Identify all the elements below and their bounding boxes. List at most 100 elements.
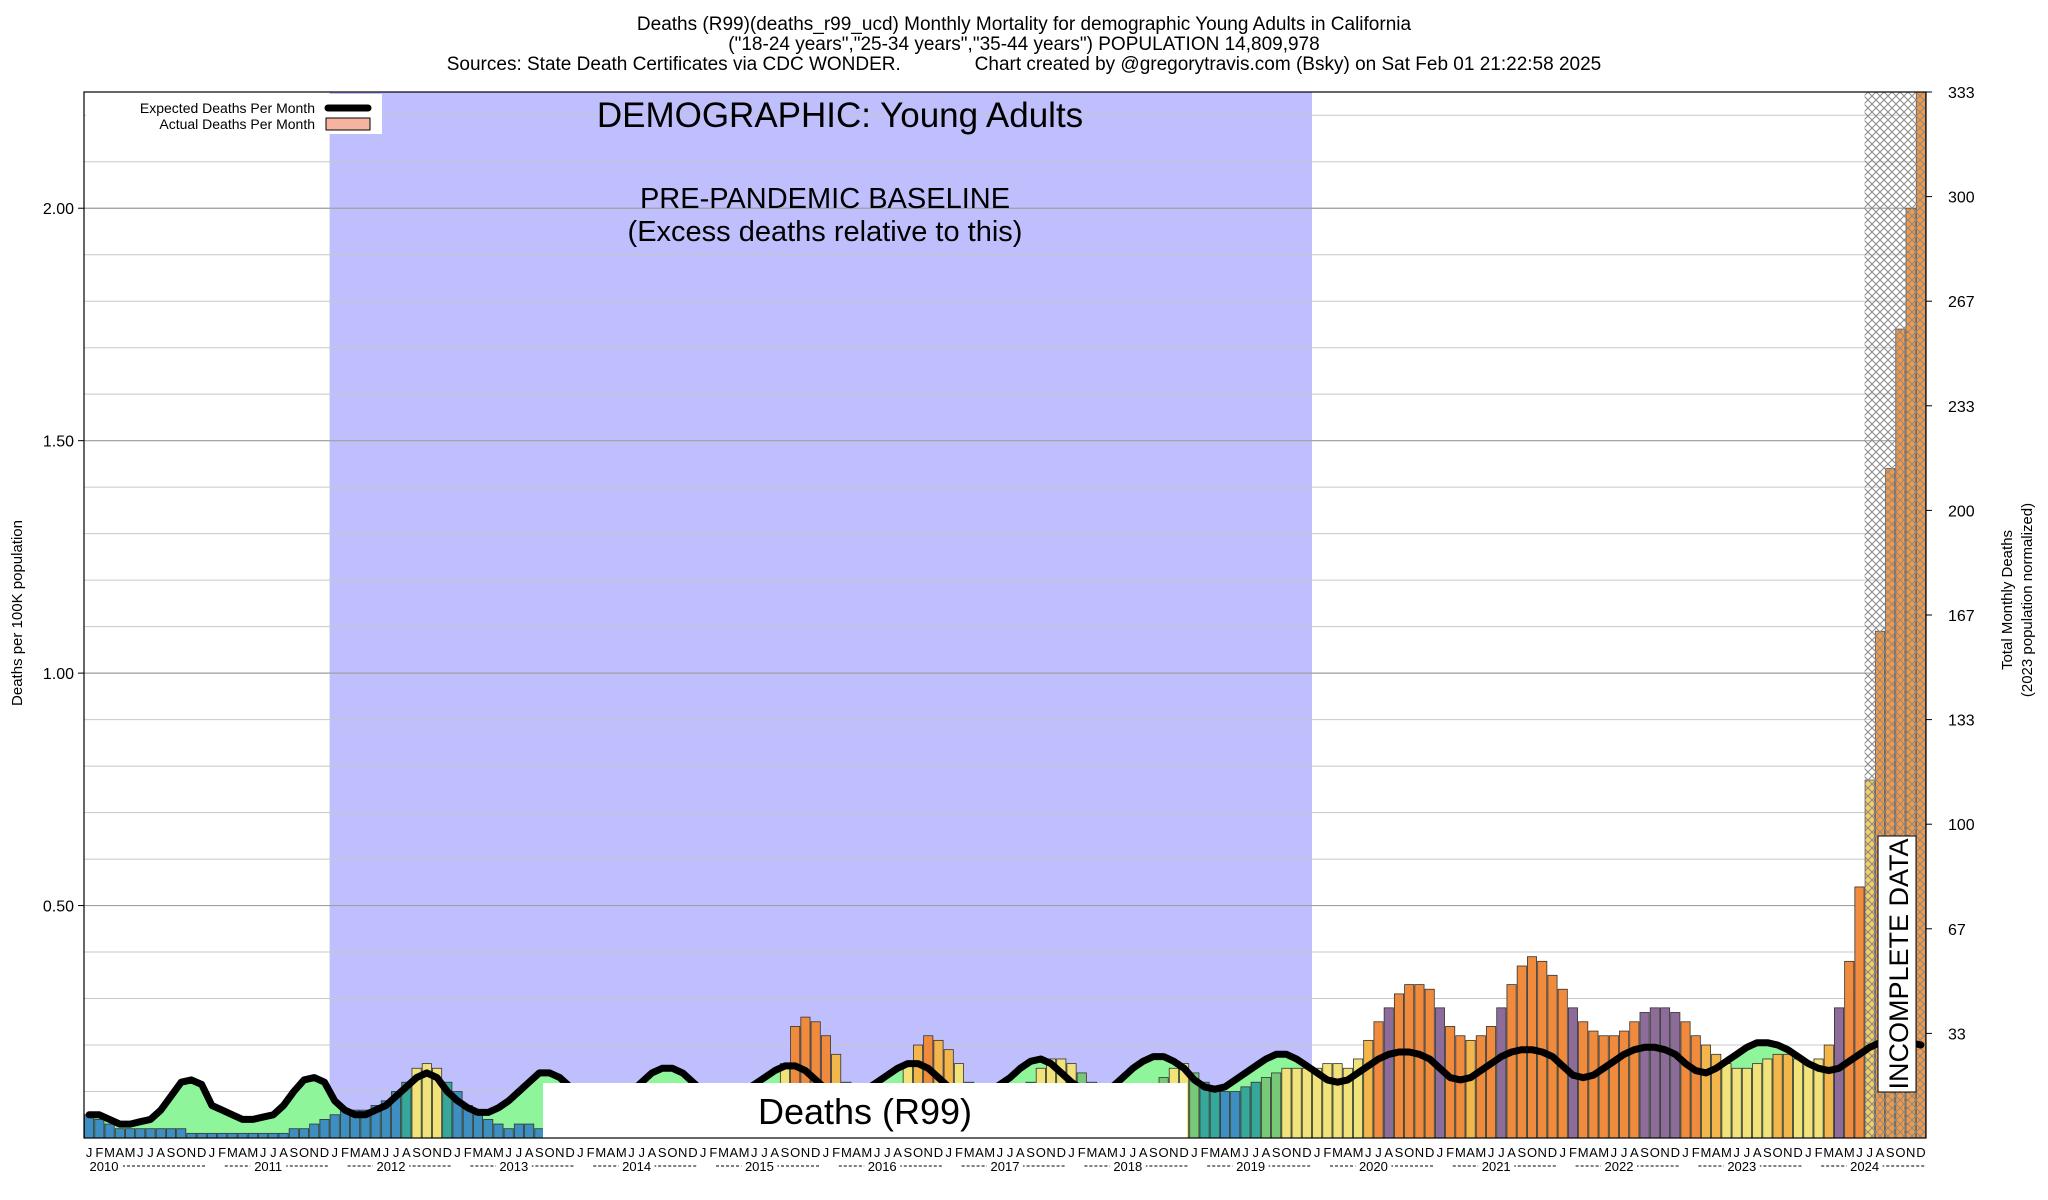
y2-tick-label: 300 [1948,190,1975,207]
year-label-bg [495,1159,532,1174]
actual-deaths-bar [360,1109,371,1138]
y2-tick-label: 333 [1948,85,1975,102]
month-tick-label: D [1179,1145,1188,1160]
month-tick-label: J [1242,1145,1249,1160]
month-tick-label: F [1446,1145,1454,1160]
month-tick-label: J [1314,1145,1321,1160]
actual-deaths-bar [1383,1007,1394,1138]
month-tick-label: A [975,1145,984,1160]
y2-tick-label: 33 [1948,1026,1966,1043]
actual-deaths-bar [534,1128,545,1138]
year-label-bg [864,1159,901,1174]
month-tick-label: M [473,1145,484,1160]
month-tick-label: S [1395,1145,1404,1160]
month-tick-label: M [964,1145,975,1160]
month-tick-label: N [801,1145,810,1160]
month-tick-label: J [884,1145,891,1160]
month-tick-label: F [464,1145,472,1160]
actual-deaths-bar [1220,1091,1231,1138]
month-tick-label: J [1488,1145,1495,1160]
month-tick-label: S [167,1145,176,1160]
actual-deaths-bar [155,1128,166,1138]
month-tick-label: O [913,1145,923,1160]
y2-tick-label: 233 [1948,399,1975,416]
month-tick-label: S [1763,1145,1772,1160]
month-tick-label: S [289,1145,298,1160]
month-tick-label: O [299,1145,309,1160]
month-tick-label: S [1272,1145,1281,1160]
actual-deaths-bar [1608,1035,1619,1138]
y2-axis-title-line-1: Total Monthly Deaths [1999,530,2016,670]
month-tick-label: D [320,1145,329,1160]
month-tick-label: A [770,1145,779,1160]
month-tick-label: N [187,1145,196,1160]
month-tick-label: J [505,1145,512,1160]
month-tick-label: A [1016,1145,1025,1160]
year-tick-label: 2020 [1359,1159,1388,1174]
actual-deaths-bar [1301,1067,1312,1138]
month-tick-label: O [1895,1145,1905,1160]
month-tick-label: J [1866,1145,1873,1160]
actual-deaths-bar [135,1128,146,1138]
actual-deaths-bar [503,1128,514,1138]
month-tick-label: J [874,1145,881,1160]
year-tick-label: 2014 [622,1159,651,1174]
actual-deaths-bar [472,1114,484,1138]
actual-deaths-bar [268,1132,279,1138]
actual-deaths-bar [1731,1067,1742,1138]
month-tick-label: M [227,1145,238,1160]
actual-deaths-bar [1465,1039,1476,1138]
month-tick-label: A [525,1145,534,1160]
actual-deaths-bar [1312,1067,1323,1138]
month-tick-label: O [1527,1145,1537,1160]
month-tick-label: O [790,1145,800,1160]
actual-deaths-bar [1844,960,1855,1138]
actual-deaths-bar [1619,1030,1630,1138]
month-tick-label: A [852,1145,861,1160]
month-tick-label: S [1026,1145,1035,1160]
month-tick-label: J [638,1145,645,1160]
actual-deaths-bar [1588,1030,1599,1138]
actual-deaths-bar [1823,1044,1834,1138]
y2-tick-label: 133 [1948,713,1975,730]
actual-deaths-bar [1240,1086,1251,1138]
y2-tick-label: 200 [1948,503,1975,520]
month-tick-label: N [432,1145,441,1160]
y2-tick-label: 100 [1948,817,1975,834]
month-tick-label: F [95,1145,103,1160]
month-tick-label: D [1425,1145,1434,1160]
incomplete-data-label-group: INCOMPLETE DATA [1877,835,1917,1093]
month-tick-label: M [350,1145,361,1160]
actual-deaths-bar [1803,1063,1814,1138]
actual-deaths-bar [1762,1058,1773,1138]
actual-deaths-bar [1260,1077,1271,1138]
actual-deaths-bar [513,1123,524,1138]
actual-deaths-bar [329,1114,340,1138]
legend-actual-label: Actual Deaths Per Month [159,116,315,132]
month-tick-label: J [1365,1145,1372,1160]
month-tick-label: M [595,1145,606,1160]
month-tick-label: N [678,1145,687,1160]
month-tick-label: O [1159,1145,1169,1160]
year-label-bg [1355,1159,1392,1174]
month-tick-label: J [1375,1145,1382,1160]
month-tick-label: M [104,1145,115,1160]
actual-deaths-bar [309,1123,320,1138]
month-tick-label: A [1262,1145,1271,1160]
month-tick-label: O [1404,1145,1414,1160]
month-tick-label: J [86,1145,93,1160]
chart-title-line-1: Deaths (R99)(deaths_r99_ucd) Monthly Mor… [636,14,1412,35]
month-tick-label: N [1169,1145,1178,1160]
month-tick-label: O [1036,1145,1046,1160]
year-tick-label: 2017 [991,1159,1020,1174]
month-tick-label: O [176,1145,186,1160]
month-tick-label: J [1621,1145,1628,1160]
month-tick-label: N [555,1145,564,1160]
month-tick-label: M [125,1145,136,1160]
legend-expected-label: Expected Deaths Per Month [140,100,315,116]
month-tick-label: N [1660,1145,1669,1160]
actual-deaths-bar [1660,1007,1671,1138]
actual-deaths-bar [1393,993,1405,1138]
actual-deaths-bar [1363,1039,1374,1138]
month-tick-label: N [924,1145,933,1160]
